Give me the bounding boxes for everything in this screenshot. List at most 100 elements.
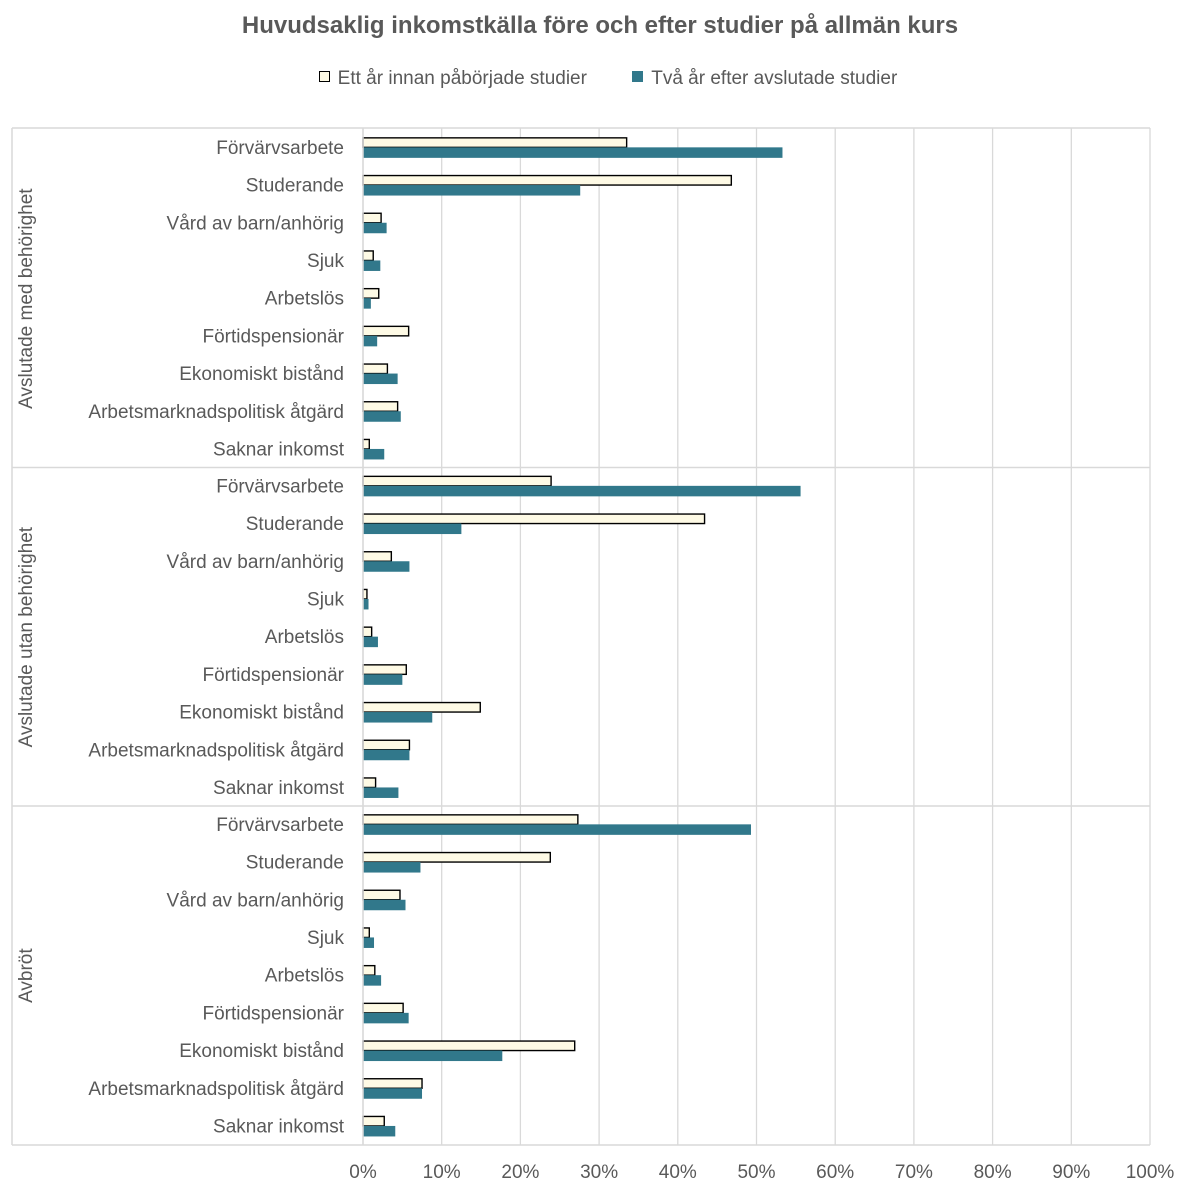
bar-after <box>363 1088 423 1099</box>
bar-after <box>363 335 378 347</box>
bar-before <box>362 1002 404 1014</box>
bar-after <box>363 185 581 196</box>
bar-before <box>362 551 393 562</box>
bar-before <box>362 1078 423 1089</box>
legend: Ett år innan påbörjade studier Två år ef… <box>0 68 1180 90</box>
bar-after <box>363 712 433 723</box>
bar-before <box>362 701 481 713</box>
x-tick-label: 50% <box>737 1162 775 1180</box>
category-label: Ekonomiskt bistånd <box>179 703 344 724</box>
bar-after <box>363 485 801 497</box>
category-label: Sjuk <box>307 589 344 610</box>
bar-after <box>363 1050 503 1062</box>
bar-before <box>362 174 733 186</box>
x-tick-label: 80% <box>974 1162 1012 1180</box>
bar-after <box>363 448 385 460</box>
category-label: Ekonomiskt bistånd <box>179 364 344 385</box>
bar-after <box>363 636 378 648</box>
category-label: Vård av barn/anhörig <box>167 552 344 573</box>
bar-before <box>362 1115 385 1127</box>
group-label: Avslutade med behörighet <box>16 188 37 409</box>
bar-before <box>362 212 382 224</box>
x-tick-label: 30% <box>580 1162 618 1180</box>
x-tick-label: 20% <box>501 1162 539 1180</box>
chart-title: Huvudsaklig inkomstkälla före och efter … <box>241 12 959 39</box>
category-label: Arbetsmarknadspolitisk åtgärd <box>88 402 344 423</box>
category-label: Förvärvsarbete <box>216 815 344 836</box>
bar-after <box>363 1012 409 1024</box>
bar-before <box>362 889 401 901</box>
bar-before <box>362 401 399 412</box>
bar-before <box>362 325 410 337</box>
bar-after <box>363 373 398 385</box>
bar-before <box>362 664 407 676</box>
x-tick-label: 90% <box>1052 1162 1090 1180</box>
bar-after <box>363 298 371 309</box>
bar-before <box>362 137 628 149</box>
category-label: Studerande <box>246 514 344 535</box>
x-tick-label: 60% <box>816 1162 854 1180</box>
bar-before <box>362 777 377 789</box>
bar-after <box>363 222 387 234</box>
bar-after <box>363 899 406 911</box>
bar-before <box>362 964 376 976</box>
legend-label-after: Två år efter avslutade studier <box>651 68 898 89</box>
category-label: Arbetsmarknadspolitisk åtgärd <box>88 740 344 761</box>
bar-after <box>363 598 369 610</box>
bar-before <box>362 287 380 299</box>
bar-after <box>363 862 421 873</box>
category-label: Sjuk <box>307 928 344 949</box>
legend-item-before: Ett år innan påbörjade studier <box>318 68 587 90</box>
x-tick-label: 40% <box>659 1162 697 1180</box>
bar-before <box>362 626 373 638</box>
bar-after <box>363 411 401 422</box>
category-label: Saknar inkomst <box>213 439 345 460</box>
legend-swatch-after <box>632 71 644 83</box>
bar-after <box>363 260 381 271</box>
bar-before <box>362 739 411 751</box>
bar-before <box>362 475 552 487</box>
category-label: Vård av barn/anhörig <box>167 890 344 911</box>
group-label: Avslutade utan behörighet <box>16 526 37 747</box>
bar-after <box>363 147 783 158</box>
category-label: Arbetslös <box>265 627 344 648</box>
x-tick-label: 100% <box>1126 1162 1175 1180</box>
bar-after <box>363 824 751 835</box>
bar-before <box>362 438 370 450</box>
bar-before <box>362 851 552 863</box>
bar-before <box>362 363 389 375</box>
category-label: Saknar inkomst <box>213 1116 345 1137</box>
category-label: Studerande <box>246 853 344 874</box>
bar-after <box>363 1125 396 1137</box>
x-tick-label: 10% <box>423 1162 461 1180</box>
category-label: Vård av barn/anhörig <box>167 213 344 234</box>
category-label: Förtidspensionär <box>202 1003 344 1024</box>
category-label: Ekonomiskt bistånd <box>179 1041 344 1062</box>
bar-after <box>363 975 382 986</box>
category-label: Förtidspensionär <box>202 665 344 686</box>
category-label: Förvärvsarbete <box>216 476 344 497</box>
bar-before <box>362 814 579 826</box>
x-tick-label: 0% <box>349 1162 377 1180</box>
category-label: Arbetslös <box>265 966 344 987</box>
bar-before <box>362 513 706 525</box>
category-label: Förtidspensionär <box>202 326 344 347</box>
category-label: Studerande <box>246 176 344 197</box>
bar-before <box>362 927 370 939</box>
category-label: Saknar inkomst <box>213 778 345 799</box>
legend-label-before: Ett år innan påbörjade studier <box>337 68 587 89</box>
x-tick-label: 70% <box>895 1162 933 1180</box>
category-label: Sjuk <box>307 251 344 272</box>
legend-item-after: Två år efter avslutade studier <box>632 68 897 90</box>
bar-after <box>363 561 410 572</box>
category-label: Förvärvsarbete <box>216 138 344 159</box>
bar-before <box>362 250 374 262</box>
bar-after <box>363 749 410 761</box>
bar-after <box>363 937 375 948</box>
bar-after <box>363 674 403 685</box>
legend-swatch-before <box>318 71 330 83</box>
category-label: Arbetsmarknadspolitisk åtgärd <box>88 1079 344 1100</box>
group-label: Avbröt <box>16 948 37 1003</box>
bar-after <box>363 787 399 798</box>
